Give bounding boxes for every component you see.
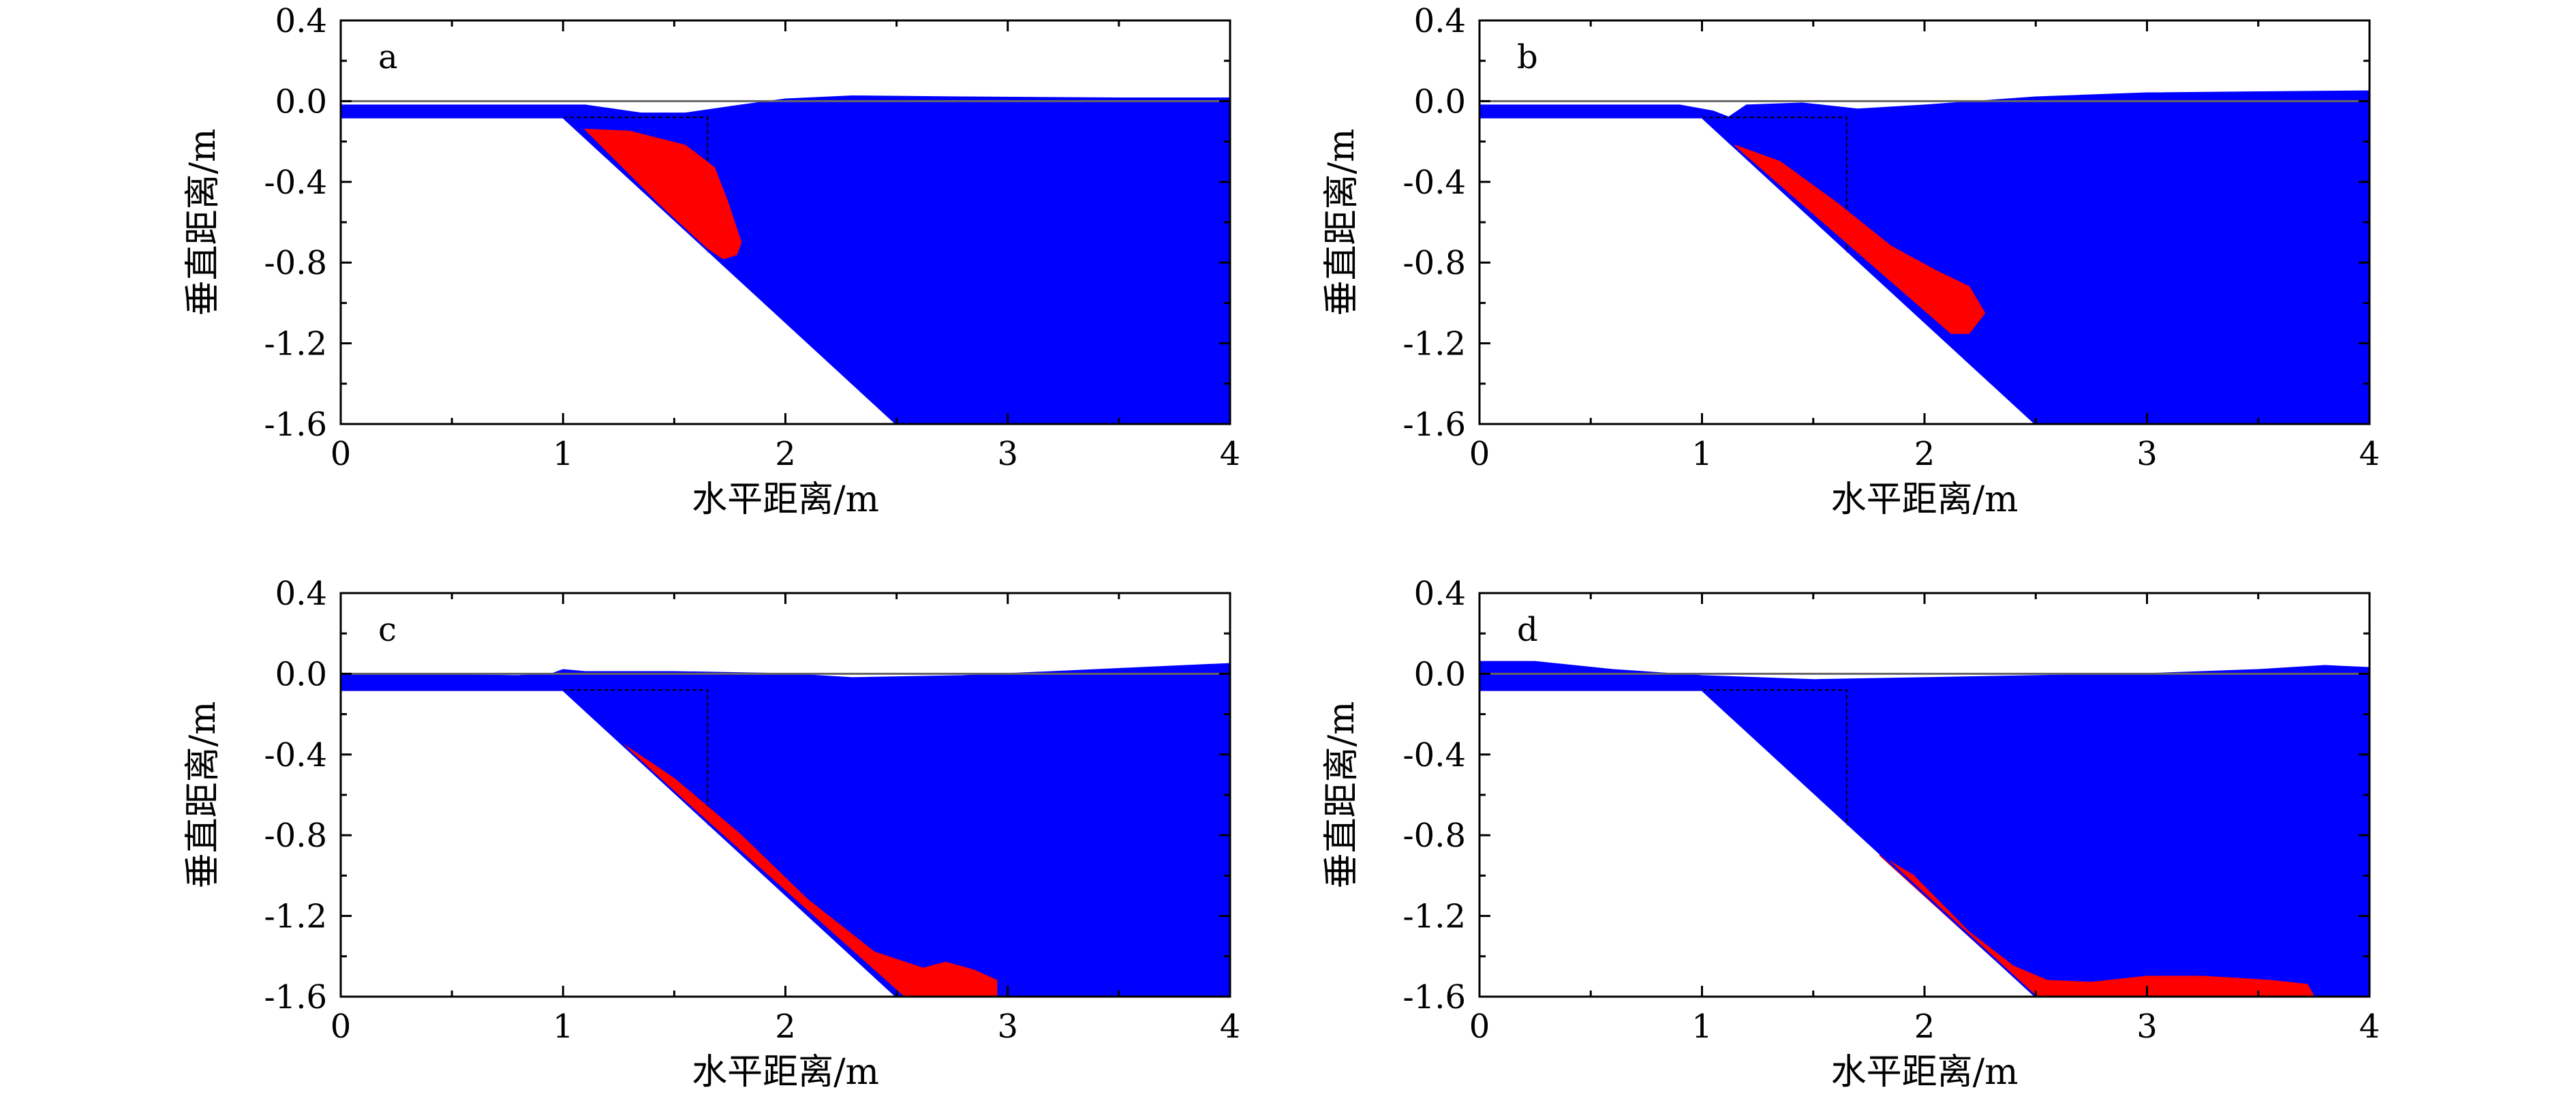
y-tick-label: -1.2 — [1402, 325, 1466, 363]
y-tick-label: -0.4 — [264, 164, 327, 202]
y-tick-label: -0.4 — [1402, 164, 1466, 202]
slope-line — [341, 689, 898, 997]
water-area — [341, 95, 1230, 424]
x-tick-label: 3 — [997, 435, 1018, 473]
x-tick-label: 1 — [553, 1008, 574, 1046]
slide-mass — [584, 128, 742, 260]
x-tick-label: 0 — [1469, 435, 1490, 473]
x-tick-label: 0 — [331, 435, 352, 473]
slope-line — [1479, 116, 2037, 424]
y-axis-label: 垂直距离/m — [183, 129, 224, 316]
y-tick-label: -1.2 — [264, 325, 327, 363]
slide-mass — [1734, 145, 1986, 334]
y-tick-label: -0.8 — [1402, 817, 1466, 855]
panel-label: d — [1517, 611, 1538, 649]
y-tick-label: 0.4 — [1414, 575, 1466, 613]
y-tick-label: -1.2 — [264, 898, 327, 936]
x-tick-label: 2 — [775, 1008, 796, 1046]
water-area — [1479, 90, 2370, 424]
water-area — [1479, 661, 2370, 997]
x-axis-label: 水平距离/m — [1831, 1052, 2019, 1093]
x-axis-label: 水平距离/m — [692, 479, 879, 520]
y-axis-label: 垂直距离/m — [1321, 701, 1362, 889]
y-tick-label: 0.0 — [275, 655, 327, 693]
plot-area — [341, 663, 1230, 997]
slope-line — [341, 116, 898, 424]
y-tick-label: -1.2 — [1402, 898, 1466, 936]
slide-mass — [622, 744, 998, 997]
y-axis-label: 垂直距离/m — [183, 701, 224, 889]
y-axis-label: 垂直距离/m — [1321, 129, 1362, 316]
x-tick-label: 1 — [553, 435, 574, 473]
x-tick-label: 3 — [997, 1008, 1018, 1046]
x-tick-label: 4 — [2359, 435, 2380, 473]
x-tick-label: 4 — [1220, 435, 1241, 473]
water-area — [341, 663, 1230, 997]
y-tick-label: 0.0 — [1414, 655, 1466, 693]
y-tick-label: -1.6 — [1402, 978, 1466, 1016]
y-tick-label: -1.6 — [264, 406, 327, 444]
y-tick-label: 0.4 — [275, 575, 327, 613]
plot-area — [1479, 661, 2370, 997]
plot-area — [1479, 90, 2370, 424]
initial-block-outline — [1702, 117, 1847, 253]
chart-panel-d: 0 1 2 3 4 0.4 0.0 -0.4 -0.8 -1.2 -1.6 水平距离/m 垂直距离/m d — [1321, 575, 2380, 1093]
x-tick-label: 4 — [2359, 1008, 2380, 1046]
x-axis-label: 水平距离/m — [692, 1052, 879, 1093]
x-axis-label: 水平距离/m — [1831, 479, 2019, 520]
chart-panel-a: 0 1 2 3 4 0.4 0.0 -0.4 -0.8 -1.2 -1.6 水平距离/m 垂直距离/m a — [183, 2, 1240, 520]
y-tick-label: -0.8 — [264, 817, 327, 855]
y-tick-label: 0.0 — [1414, 82, 1466, 121]
x-tick-label: 2 — [775, 435, 796, 473]
panel-label: a — [378, 38, 398, 76]
y-tick-label: -0.4 — [1402, 736, 1466, 774]
x-tick-label: 3 — [2136, 1008, 2158, 1046]
panel-label: b — [1517, 38, 1538, 76]
x-tick-label: 0 — [1469, 1008, 1490, 1046]
initial-block-outline — [1702, 689, 1847, 826]
x-tick-label: 4 — [1220, 1008, 1241, 1046]
chart-panel-b: 0 1 2 3 4 0.4 0.0 -0.4 -0.8 -1.2 -1.6 水平距离/m 垂直距离/m b — [1321, 2, 2380, 520]
x-tick-label: 2 — [1914, 1008, 1935, 1046]
y-tick-label: -0.8 — [264, 244, 327, 282]
x-tick-label: 3 — [2136, 435, 2158, 473]
initial-block-outline — [563, 689, 709, 826]
x-tick-label: 2 — [1914, 435, 1935, 473]
x-tick-label: 1 — [1691, 435, 1713, 473]
slide-mass — [1879, 854, 2315, 997]
x-tick-label: 0 — [331, 1008, 352, 1046]
chart-panel-c: 0 1 2 3 4 0.4 0.0 -0.4 -0.8 -1.2 -1.6 水平距离/m 垂直距离/m c — [183, 575, 1240, 1093]
panel-label: c — [378, 611, 397, 649]
y-tick-label: -1.6 — [264, 978, 327, 1016]
x-tick-label: 1 — [1691, 1008, 1713, 1046]
slope-line — [1479, 689, 2037, 997]
y-tick-label: -1.6 — [1402, 406, 1466, 444]
plot-area — [341, 95, 1230, 424]
y-tick-label: 0.4 — [275, 2, 327, 40]
y-tick-label: -0.8 — [1402, 244, 1466, 282]
y-tick-label: 0.0 — [275, 82, 327, 121]
y-tick-label: 0.4 — [1414, 2, 1466, 40]
y-tick-label: -0.4 — [264, 736, 327, 774]
